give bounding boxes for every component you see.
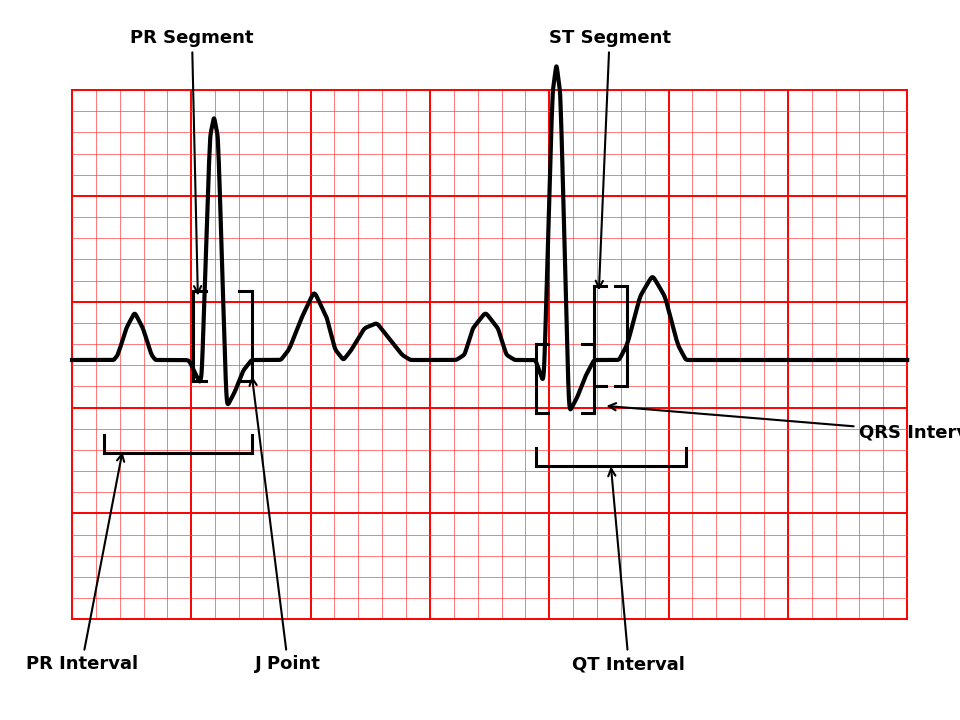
- Text: PR Segment: PR Segment: [131, 29, 253, 293]
- Bar: [72, 90, 907, 619]
- Text: QRS Interval: QRS Interval: [609, 403, 960, 441]
- Text: J Point: J Point: [250, 378, 321, 673]
- Text: PR Interval: PR Interval: [26, 454, 137, 673]
- Text: QT Interval: QT Interval: [572, 469, 685, 673]
- Text: ST Segment: ST Segment: [548, 29, 671, 288]
